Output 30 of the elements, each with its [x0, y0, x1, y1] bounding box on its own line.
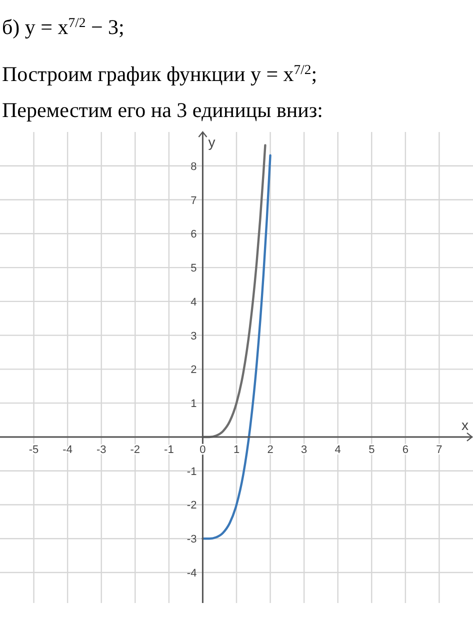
y-tick-label: 2: [190, 364, 197, 376]
chart-title: б) y = x$^{7/2}$ − 3;: [2, 14, 124, 39]
x-tick-label: 2: [267, 444, 274, 456]
y-tick-label: 7: [190, 194, 197, 207]
x-tick-label: -3: [96, 444, 106, 456]
x-tick-label: -4: [62, 444, 72, 456]
y-tick-label: -2: [186, 500, 197, 512]
text: Переместим его на 3 единицы вниз:: [2, 98, 323, 122]
y-tick-label: 4: [190, 296, 197, 308]
x-tick-label: -1: [164, 444, 174, 456]
x-tick-label: 5: [368, 444, 375, 456]
x-tick-label: 7: [436, 444, 442, 456]
x-tick-label: 4: [334, 444, 341, 456]
y-tick-label: 5: [190, 262, 197, 275]
x-tick-label: 6: [402, 444, 408, 456]
y-tick-label: 8: [190, 160, 197, 173]
line-series: [202, 154, 272, 540]
y-tick-label: 6: [190, 228, 197, 241]
x-tick-label: 1: [233, 444, 240, 456]
y-axis-title: y: [208, 134, 216, 150]
x-tick-label: 3: [301, 444, 308, 456]
y-tick-label: -4: [186, 568, 197, 580]
x-tick-label: -5: [28, 444, 39, 456]
y-tick-label: -1: [186, 466, 197, 478]
y-tick-label: 1: [190, 398, 197, 410]
x-axis-title: x: [462, 416, 468, 433]
chart-subtitle: Построим график функции y = x$^{7/2}$;: [2, 62, 318, 86]
y-tick-label: 3: [190, 330, 197, 342]
x-tick-label: -2: [130, 444, 140, 456]
y-tick-label: -3: [186, 534, 197, 546]
